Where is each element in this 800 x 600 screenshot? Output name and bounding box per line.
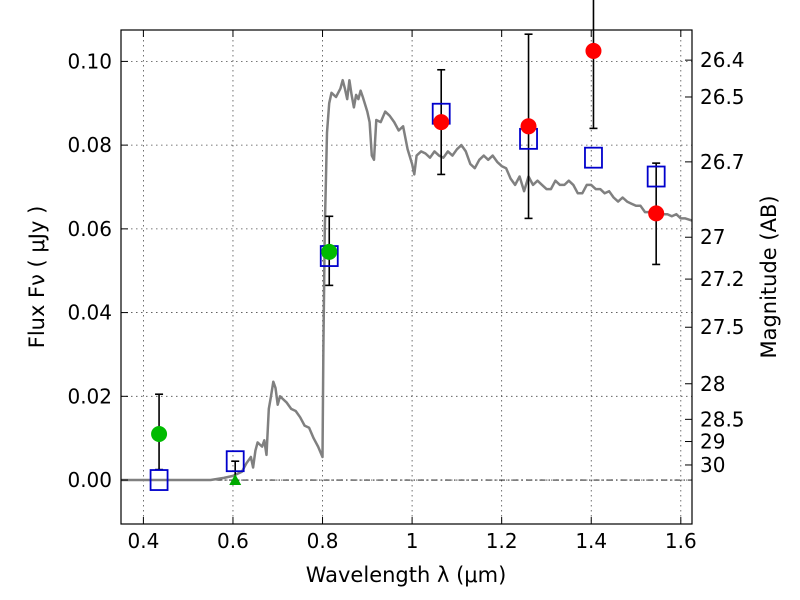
y-tick-label: 0.10 xyxy=(67,49,112,73)
y2-tick-label: 29 xyxy=(700,430,725,454)
y2-tick-label: 28 xyxy=(700,372,725,396)
x-tick-label: 0.6 xyxy=(217,529,249,553)
observed-flux-point-red xyxy=(433,114,450,131)
error-bar-layer xyxy=(149,0,666,491)
y-tick-label: 0.08 xyxy=(67,133,112,157)
observed-flux-point-red xyxy=(520,118,537,135)
observed-flux-point-red xyxy=(648,205,665,222)
axes: 0.4 0.6 0.8 1 1.2 1.4 1.6 0.00 0.02 0.04 0.06 0.08 0… xyxy=(67,30,745,553)
x-tick-label: 0.8 xyxy=(307,529,339,553)
y2-tick-label: 27.2 xyxy=(700,267,745,291)
observed-flux-point-green xyxy=(151,425,168,442)
y2-tick-label: 28.5 xyxy=(700,407,745,431)
observed-flux-point-red xyxy=(585,42,602,59)
y2-tick-label: 26.5 xyxy=(700,85,745,109)
y2-tick-label: 26.4 xyxy=(700,48,745,72)
y-axis-label: Flux Fν ( μJy ) xyxy=(25,206,49,349)
y-tick-label: 0.02 xyxy=(67,384,112,408)
model-spectrum-line xyxy=(121,78,692,482)
y-tick-label: 0.04 xyxy=(67,301,112,325)
x-axis-label: Wavelength λ (μm) xyxy=(306,563,507,587)
y2-tick-label: 26.7 xyxy=(700,150,745,174)
observed-flux-point-green xyxy=(321,243,338,260)
x-tick-label: 0.4 xyxy=(127,529,159,553)
x-tick-label: 1.2 xyxy=(486,529,518,553)
y2-axis-label: Magnitude (AB) xyxy=(757,195,781,358)
plot-frame xyxy=(120,29,693,525)
y2-tick-label: 30 xyxy=(700,453,725,477)
model-photometry-square xyxy=(584,146,603,169)
model-photometry-square xyxy=(225,450,245,473)
y2-tick-label: 27 xyxy=(700,225,725,249)
x-tick-label: 1.4 xyxy=(575,529,607,553)
x-tick-label: 1 xyxy=(406,529,419,553)
model-photometry-square xyxy=(149,469,169,491)
upper-limit-triangle xyxy=(229,474,242,486)
model-photometry-square xyxy=(646,165,666,188)
data-layer xyxy=(121,78,692,482)
y-tick-label: 0.00 xyxy=(67,468,112,492)
y-tick-label: 0.06 xyxy=(67,217,112,241)
x-tick-label: 1.6 xyxy=(665,529,697,553)
y2-tick-label: 27.5 xyxy=(700,315,745,339)
